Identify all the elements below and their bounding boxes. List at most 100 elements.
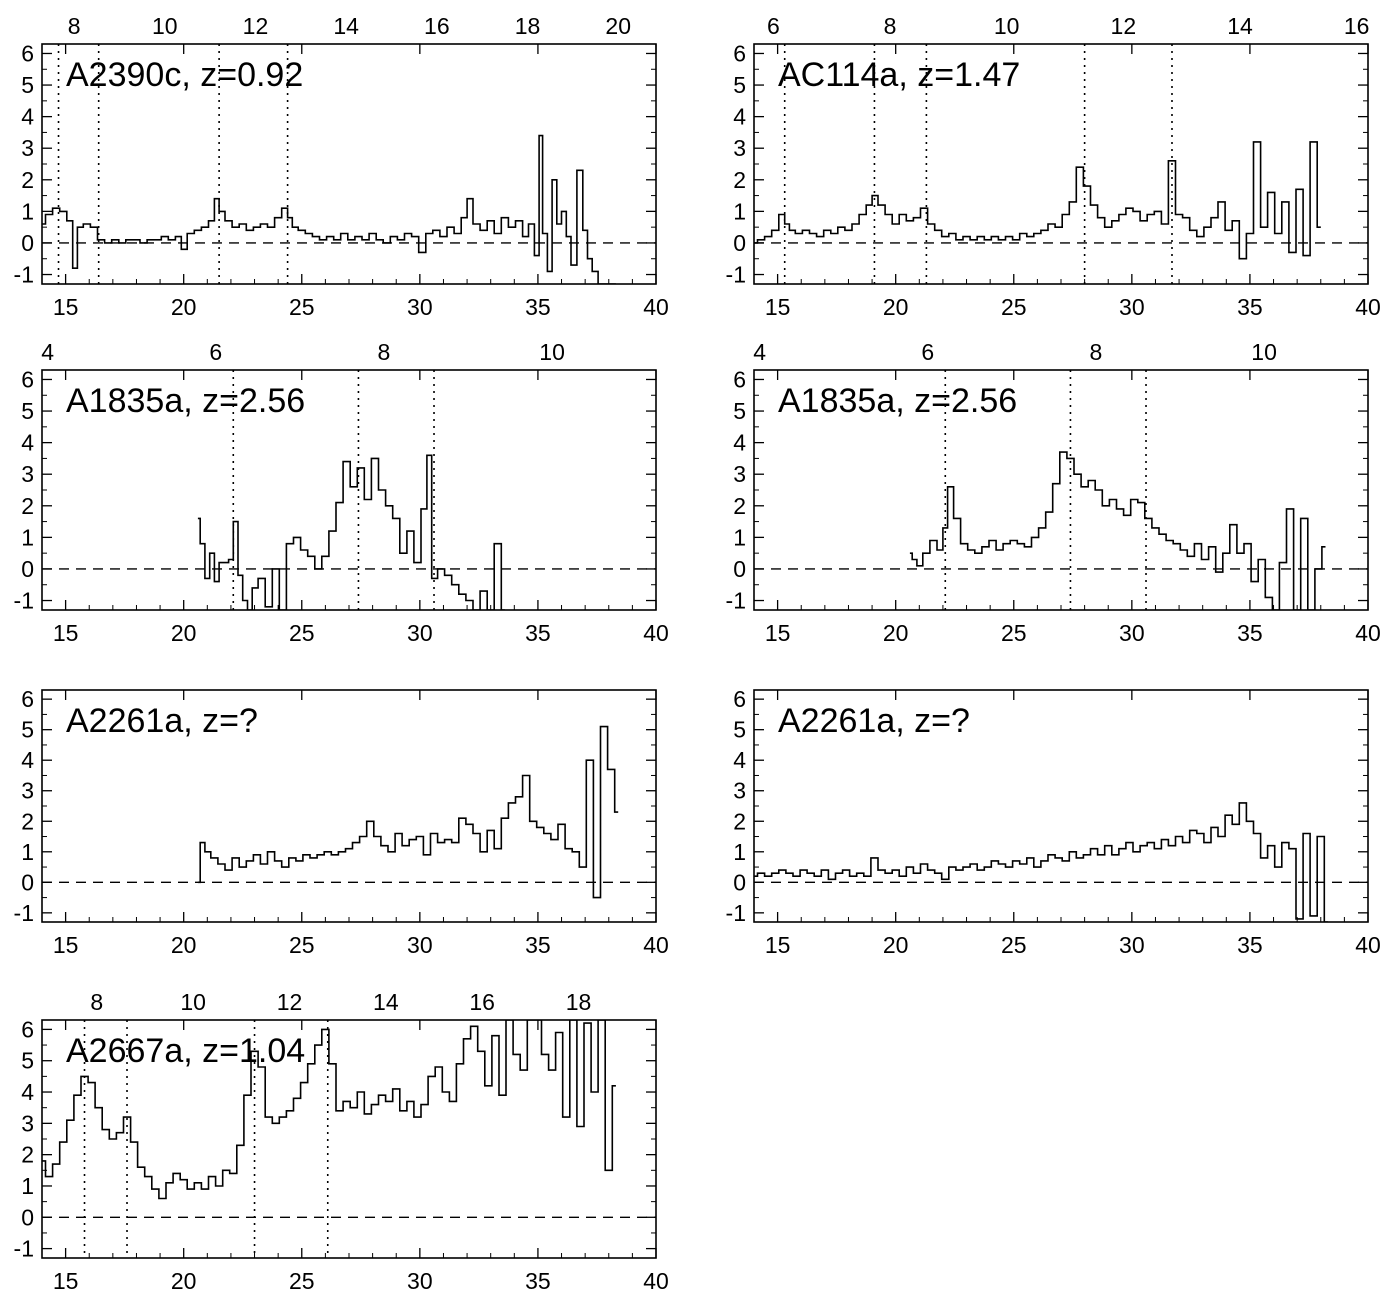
y-tick-label: 0 [21,230,34,256]
top-tick-label: 12 [277,989,303,1015]
y-tick-label: 6 [21,40,34,66]
x-tick-label: 25 [1001,620,1027,646]
y-tick-label: 1 [733,839,746,865]
x-tick-label: 30 [407,1268,433,1294]
spectrum-series [197,725,619,899]
x-tick-label: 40 [1355,620,1381,646]
top-tick-label: 10 [180,989,206,1015]
y-tick-label: 5 [733,717,746,743]
y-tick-label: 0 [733,869,746,895]
y-tick-label: 4 [21,104,34,130]
spectrum-series [754,802,1328,922]
top-tick-label: 6 [209,339,222,365]
y-tick-label: 4 [733,104,746,130]
x-tick-label: 25 [289,932,315,958]
x-tick-label: 25 [1001,932,1027,958]
top-tick-label: 12 [1111,13,1137,39]
top-tick-label: 14 [373,989,399,1015]
x-tick-label: 35 [1237,620,1263,646]
x-tick-label: 25 [289,620,315,646]
y-tick-label: 6 [733,40,746,66]
top-tick-label: 6 [921,339,934,365]
y-tick-label: 6 [733,686,746,712]
y-tick-label: 3 [21,461,34,487]
spectrum-series [42,1020,616,1200]
x-tick-label: 40 [1355,294,1381,320]
top-tick-label: 8 [378,339,391,365]
y-tick-label: -1 [726,900,746,926]
x-tick-label: 15 [53,1268,79,1294]
y-tick-label: 5 [733,398,746,424]
x-tick-label: 35 [1237,294,1263,320]
x-tick-label: 20 [171,932,197,958]
top-tick-label: 16 [1344,13,1370,39]
y-tick-label: 1 [733,524,746,550]
top-tick-label: 10 [152,13,178,39]
y-tick-label: 2 [21,1142,34,1168]
top-tick-label: 4 [41,339,54,365]
y-tick-label: 3 [21,135,34,161]
x-tick-label: 30 [407,620,433,646]
x-tick-label: 25 [289,1268,315,1294]
y-tick-label: 0 [21,1204,34,1230]
panel-label: A1835a, z=2.56 [66,382,305,420]
y-tick-label: -1 [726,588,746,614]
spectrum-series [197,454,505,610]
y-tick-label: 3 [733,461,746,487]
y-tick-label: 1 [733,198,746,224]
y-tick-label: 1 [21,524,34,550]
x-tick-label: 15 [53,932,79,958]
panel-label: A2261a, z=? [66,702,258,740]
x-tick-label: 15 [53,294,79,320]
x-tick-label: 20 [883,294,909,320]
y-tick-label: 5 [21,717,34,743]
top-tick-label: 10 [1251,339,1277,365]
y-tick-label: 4 [21,430,34,456]
x-tick-label: 30 [407,294,433,320]
x-tick-label: 35 [525,294,551,320]
spectrum-series [754,141,1321,260]
x-tick-label: 35 [1237,932,1263,958]
y-tick-label: 2 [21,493,34,519]
x-tick-label: 30 [1119,620,1145,646]
y-tick-label: 2 [733,167,746,193]
x-tick-label: 25 [1001,294,1027,320]
y-tick-label: 2 [733,493,746,519]
y-tick-label: -1 [14,262,34,288]
y-tick-label: 6 [21,366,34,392]
spectrum-series [42,134,616,284]
x-tick-label: 15 [53,620,79,646]
top-tick-label: 8 [1090,339,1103,365]
x-tick-label: 30 [1119,294,1145,320]
y-tick-label: 0 [21,556,34,582]
y-tick-label: 1 [21,1173,34,1199]
y-tick-label: 4 [21,747,34,773]
top-tick-label: 10 [994,13,1020,39]
x-tick-label: 35 [525,1268,551,1294]
top-tick-label: 20 [605,13,631,39]
y-tick-label: 6 [733,366,746,392]
spectrum-series [909,451,1326,610]
y-tick-label: -1 [14,1236,34,1262]
y-tick-label: 1 [21,198,34,224]
y-tick-label: 2 [21,167,34,193]
panel-6: 15 20 25 30 35 40 -1 0 1 2 3 4 5 6 A2261a, z=? [726,686,1381,958]
x-tick-label: 40 [643,294,669,320]
x-tick-label: 40 [643,620,669,646]
y-tick-label: 2 [21,808,34,834]
top-tick-label: 8 [884,13,897,39]
y-tick-label: 5 [733,72,746,98]
x-tick-label: 35 [525,932,551,958]
panel-label: A1835a, z=2.56 [778,382,1017,420]
x-tick-label: 30 [407,932,433,958]
y-tick-label: 3 [21,1110,34,1136]
y-tick-label: 5 [21,72,34,98]
top-tick-label: 4 [753,339,766,365]
top-tick-label: 10 [539,339,565,365]
